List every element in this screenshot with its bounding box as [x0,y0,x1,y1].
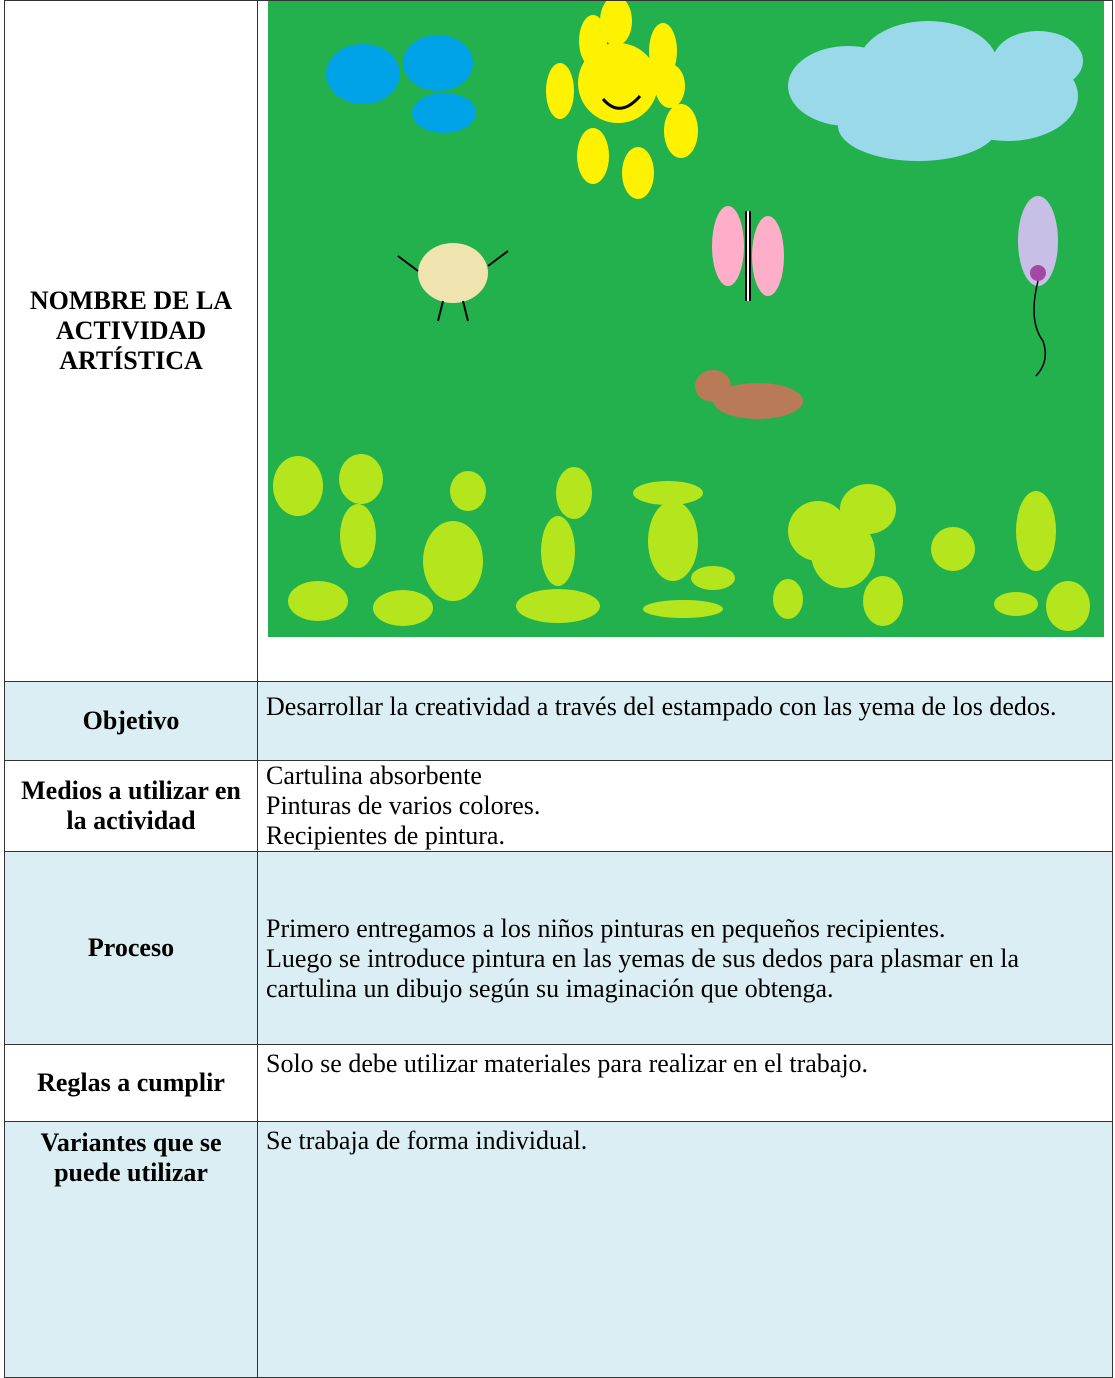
text-line: Cartulina absorbente [266,761,482,790]
row: NOMBRE DE LA ACTIVIDAD ARTÍSTICA [4,0,1113,682]
text-line: Luego se introduce pintura en las yemas … [266,944,1020,1003]
picture-cell [257,0,1113,682]
row: Medios a utilizar en la actividad Cartuli… [4,760,1113,852]
text-line: Desarrollar la creatividad a través del … [266,692,1057,721]
page: NOMBRE DE LA ACTIVIDAD ARTÍSTICA Objetiv… [4,0,1113,1378]
row: Objetivo Desarrollar la creatividad a tra… [4,681,1113,761]
row-value: Se trabaja de forma individual. [257,1121,1113,1378]
text-line: Pinturas de varios colores. [266,791,541,820]
activity-table: NOMBRE DE LA ACTIVIDAD ARTÍSTICA Objetiv… [4,0,1113,1378]
header-label: NOMBRE DE LA ACTIVIDAD ARTÍSTICA [4,0,258,682]
row-label: Objetivo [4,681,258,761]
text-line: Solo se debe utilizar materiales para re… [266,1049,869,1078]
row-label: Variantes que se puede utilizar [4,1121,258,1378]
row: Variantes que se puede utilizar Se trabaj… [4,1121,1113,1378]
row-value: Solo se debe utilizar materiales para re… [257,1044,1113,1122]
row-value: Cartulina absorbente Pinturas de varios c… [257,760,1113,852]
text-line: Recipientes de pintura. [266,821,505,850]
finger-painting [268,1,1104,637]
row-label: Proceso [4,851,258,1045]
text-line: Se trabaja de forma individual. [266,1126,588,1155]
text-line: Primero entregamos a los niños pinturas … [266,914,946,943]
row-label: Reglas a cumplir [4,1044,258,1122]
row: Reglas a cumplir Solo se debe utilizar ma… [4,1044,1113,1122]
row-value: Desarrollar la creatividad a través del … [257,681,1113,761]
row-value: Primero entregamos a los niños pinturas … [257,851,1113,1045]
row-label: Medios a utilizar en la actividad [4,760,258,852]
row: Proceso Primero entregamos a los niños pi… [4,851,1113,1045]
